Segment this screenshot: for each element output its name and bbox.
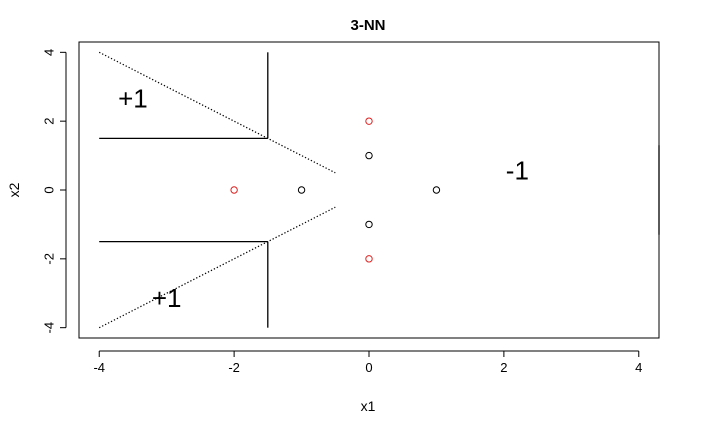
y-tick-label: -2 <box>41 253 56 265</box>
y-axis: -4 -2 0 2 4 <box>41 49 67 334</box>
region-labels: +1 +1 -1 <box>118 83 529 313</box>
x-axis-title: x1 <box>361 398 376 414</box>
x-tick-label: 0 <box>365 360 372 375</box>
x-axis: -4 -2 0 2 4 <box>93 350 642 375</box>
data-point <box>365 220 373 229</box>
data-point <box>365 255 373 263</box>
x-tick-label: 2 <box>500 360 507 375</box>
data-point <box>432 186 441 194</box>
region-label: +1 <box>152 283 182 313</box>
y-tick-label: 0 <box>41 186 56 193</box>
data-point <box>297 186 306 194</box>
boundary-line-2 <box>98 51 336 174</box>
data-points <box>230 117 441 263</box>
y-tick-label: 2 <box>41 118 56 125</box>
data-point <box>230 186 238 194</box>
y-axis-title: x2 <box>6 182 22 197</box>
region-label: -1 <box>506 156 529 186</box>
data-point <box>365 151 373 160</box>
data-point <box>365 117 373 125</box>
chart-title: 3-NN <box>350 17 385 34</box>
region-label: +1 <box>118 83 148 113</box>
x-tick-label: -4 <box>93 360 105 375</box>
x-tick-label: -2 <box>228 360 240 375</box>
decision-boundaries <box>98 51 660 329</box>
boundary-line-5 <box>98 206 336 329</box>
y-tick-label: 4 <box>41 49 56 56</box>
y-tick-label: -4 <box>41 322 56 334</box>
x-tick-label: 4 <box>635 360 642 375</box>
